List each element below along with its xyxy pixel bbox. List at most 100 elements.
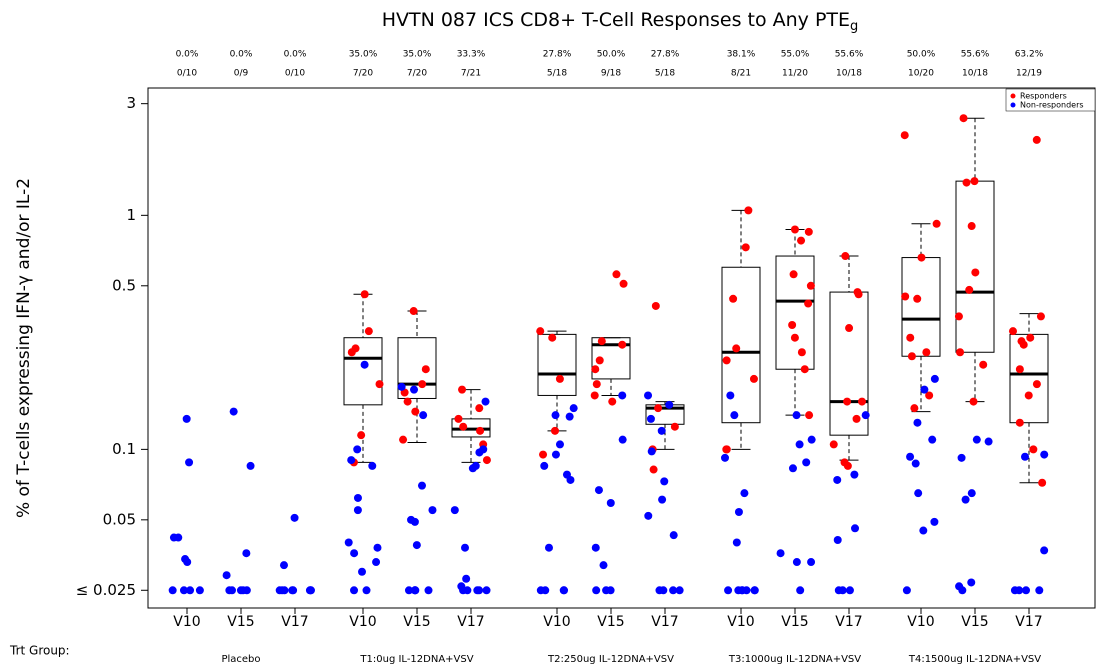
data-point <box>972 435 981 444</box>
plot-frame <box>147 87 1096 609</box>
data-point <box>833 535 842 544</box>
data-point <box>911 459 920 468</box>
box <box>775 255 815 370</box>
group-label: T3:1000ug IL-12DNA+VSV <box>728 654 861 665</box>
data-point <box>183 558 192 567</box>
data-point <box>792 411 801 420</box>
y-tick-label: 0.5 <box>112 276 136 294</box>
data-point <box>644 391 653 400</box>
data-point <box>468 464 477 473</box>
data-point <box>608 397 617 406</box>
x-tick-label: V17 <box>1015 614 1042 630</box>
data-point <box>845 324 854 333</box>
data-point <box>229 407 238 416</box>
data-point <box>350 549 359 558</box>
title-subscript: g <box>850 19 858 34</box>
data-point <box>373 543 382 552</box>
box <box>1009 333 1049 424</box>
group-label: T1:0ug IL-12DNA+VSV <box>359 654 473 665</box>
response-fraction: 0/10 <box>177 69 197 79</box>
x-tick-label: V10 <box>349 614 376 630</box>
box <box>645 404 685 425</box>
data-point <box>347 456 356 465</box>
data-point <box>606 499 615 508</box>
data-point <box>724 586 733 595</box>
data-point <box>1036 312 1045 321</box>
data-point <box>967 489 976 498</box>
data-point <box>740 489 749 498</box>
response-percent: 50.0% <box>597 50 626 60</box>
data-point <box>850 470 859 479</box>
data-point <box>796 586 805 595</box>
data-point <box>730 411 739 420</box>
data-point <box>919 526 928 535</box>
data-point <box>597 337 606 346</box>
data-point <box>1038 478 1047 487</box>
data-point <box>239 586 248 595</box>
data-point <box>450 506 459 515</box>
y-axis-label: % of T-cells expressing IFN-γ and/or IL-… <box>14 178 34 518</box>
group-label: T2:250ug IL-12DNA+VSV <box>547 654 674 665</box>
data-point <box>544 543 553 552</box>
data-point <box>1015 586 1024 595</box>
data-point <box>902 586 911 595</box>
response-fraction: 5/18 <box>655 69 675 79</box>
legend-marker <box>1010 93 1016 99</box>
data-point <box>726 391 735 400</box>
data-point <box>910 404 919 413</box>
data-point <box>852 414 861 423</box>
response-fraction: 0/9 <box>234 69 249 79</box>
data-point <box>854 290 863 299</box>
data-point <box>920 385 929 394</box>
response-fraction: 7/20 <box>407 69 427 79</box>
data-point <box>790 225 799 234</box>
box <box>397 337 437 399</box>
data-point <box>344 538 353 547</box>
data-point <box>732 344 741 353</box>
data-point <box>168 586 177 595</box>
data-point <box>861 411 870 420</box>
box <box>829 291 869 436</box>
box <box>343 337 383 406</box>
data-point <box>1020 452 1029 461</box>
data-point <box>930 517 939 526</box>
data-point <box>417 481 426 490</box>
data-point <box>375 380 384 389</box>
data-point <box>459 586 468 595</box>
x-tick-label: V17 <box>835 614 862 630</box>
data-point <box>658 495 667 504</box>
data-point <box>541 586 550 595</box>
data-point <box>646 414 655 423</box>
response-fraction: 10/18 <box>836 69 862 79</box>
data-point <box>805 411 814 420</box>
data-point <box>618 391 627 400</box>
data-point <box>1040 546 1049 555</box>
data-point <box>928 435 937 444</box>
data-point <box>647 447 656 456</box>
data-point <box>551 411 560 420</box>
y-tick-label: 0.1 <box>112 440 136 458</box>
title-main: HVTN 087 ICS CD8+ T-Cell Responses to An… <box>382 9 850 31</box>
data-point <box>555 440 564 449</box>
data-point <box>795 440 804 449</box>
response-fraction: 7/21 <box>461 69 481 79</box>
response-fraction: 10/18 <box>962 69 988 79</box>
data-point <box>403 397 412 406</box>
data-point <box>802 458 811 467</box>
x-tick-label: V15 <box>781 614 808 630</box>
x-tick-label: V17 <box>281 614 308 630</box>
group-label: T4:1500ug IL-12DNA+VSV <box>908 654 1041 665</box>
data-point <box>353 493 362 502</box>
data-point <box>838 586 847 595</box>
data-point <box>591 543 600 552</box>
data-point <box>182 414 191 423</box>
response-percent: 35.0% <box>349 50 378 60</box>
data-point <box>475 448 484 457</box>
data-point <box>843 461 852 470</box>
response-percent: 27.8% <box>543 50 572 60</box>
legend-label: Non-responders <box>1020 101 1084 110</box>
data-point <box>954 312 963 321</box>
data-point <box>930 374 939 383</box>
data-point <box>559 586 568 595</box>
